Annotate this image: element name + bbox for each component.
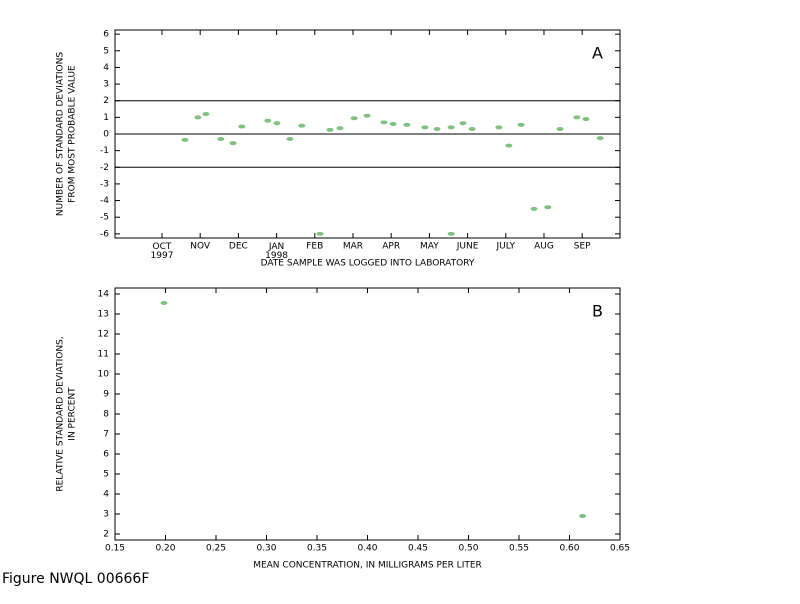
- x-tick-label: 0.20: [155, 544, 175, 554]
- point: [389, 122, 397, 127]
- point: [530, 206, 538, 211]
- y-tick-label: -1: [100, 146, 109, 156]
- point: [238, 124, 246, 129]
- point: [505, 143, 513, 148]
- y-tick-label: -5: [100, 213, 109, 223]
- footer: Figure NWQL 00666F: [2, 571, 149, 587]
- y-tick-label: 9: [103, 390, 109, 400]
- y-tick-label: 7: [103, 430, 109, 440]
- x-tick-label: DEC: [229, 242, 248, 252]
- y-axis-label: NUMBER OF STANDARD DEVIATIONS: [56, 52, 66, 216]
- x-tick-label: 0.35: [307, 544, 327, 554]
- point: [495, 125, 503, 130]
- y-tick-label: 5: [103, 46, 109, 56]
- panel-label: A: [592, 44, 603, 63]
- y-tick-label: 4: [103, 490, 109, 500]
- point: [556, 127, 564, 132]
- point: [350, 116, 358, 121]
- y-tick-label: -2: [100, 163, 109, 173]
- y-tick-label: 13: [98, 310, 109, 320]
- x-axis-label: DATE SAMPLE WAS LOGGED INTO LABORATORY: [261, 259, 475, 269]
- x-tick-label: AUG: [534, 242, 554, 252]
- point: [433, 127, 441, 132]
- y-tick-label: 2: [103, 530, 109, 540]
- point: [229, 141, 237, 146]
- point: [421, 125, 429, 130]
- x-tick-label: 0.30: [256, 544, 276, 554]
- point: [326, 127, 334, 132]
- point: [380, 120, 388, 125]
- x-tick-label: FEB: [306, 242, 323, 252]
- y-tick-label: 11: [98, 350, 109, 360]
- x-tick-label: OCT 1997: [151, 242, 174, 261]
- y-tick-label: 3: [103, 80, 109, 90]
- y-tick-label: 8: [103, 410, 109, 420]
- point: [596, 136, 604, 141]
- point: [298, 123, 306, 128]
- y-axis-label: RELATIVE STANDARD DEVIATIONS,: [56, 336, 66, 491]
- y-tick-label: -3: [100, 179, 109, 189]
- y-tick-label: 2: [103, 96, 109, 106]
- plot-frame: [114, 287, 621, 541]
- x-tick-label: MAR: [343, 242, 363, 252]
- x-tick-label: 0.65: [610, 544, 630, 554]
- y-tick-label: 5: [103, 470, 109, 480]
- point: [468, 127, 476, 132]
- y-tick-label: 12: [98, 330, 109, 340]
- point: [194, 115, 202, 120]
- point: [160, 301, 168, 305]
- x-tick-label: 0.60: [559, 544, 579, 554]
- x-tick-label: 0.55: [509, 544, 529, 554]
- x-axis-label: MEAN CONCENTRATION, IN MILLIGRAMS PER LI…: [253, 561, 482, 571]
- y-tick-label: 3: [103, 510, 109, 520]
- point: [363, 113, 371, 118]
- point: [544, 205, 552, 210]
- y-tick-label: 6: [103, 30, 109, 40]
- y-tick-label: -6: [100, 229, 109, 239]
- point: [517, 122, 525, 127]
- y-tick-label: 0: [103, 130, 109, 140]
- y-tick-label: 1: [103, 113, 109, 123]
- point: [273, 121, 281, 126]
- y-axis-label: FROM MOST PROBABLE VALUE: [68, 65, 78, 203]
- y-tick-label: 14: [98, 290, 110, 300]
- point: [336, 126, 344, 131]
- x-tick-label: JAN 1998: [265, 242, 288, 261]
- point: [447, 231, 455, 236]
- x-tick-label: MAY: [420, 242, 439, 252]
- x-tick-label: 0.40: [357, 544, 377, 554]
- x-tick-label: SEP: [574, 242, 591, 252]
- point: [286, 136, 294, 141]
- point: [459, 121, 467, 126]
- point: [582, 117, 590, 122]
- point: [202, 112, 210, 117]
- x-tick-label: JUNE: [456, 242, 479, 252]
- y-tick-label: 4: [103, 63, 109, 73]
- x-tick-label: 0.25: [206, 544, 226, 554]
- point: [264, 118, 272, 123]
- y-axis-label: IN PERCENT: [68, 387, 78, 441]
- y-tick-label: 10: [98, 370, 110, 380]
- point: [316, 231, 324, 236]
- panel-label: B: [592, 302, 603, 321]
- point: [447, 125, 455, 130]
- point: [181, 137, 189, 142]
- x-tick-label: JULY: [496, 242, 516, 252]
- point: [403, 122, 411, 127]
- x-tick-label: 0.45: [408, 544, 428, 554]
- x-tick-label: APR: [382, 242, 400, 252]
- x-tick-label: NOV: [190, 242, 211, 252]
- x-tick-label: 0.15: [105, 544, 125, 554]
- point: [579, 514, 587, 518]
- y-tick-label: -4: [100, 196, 109, 206]
- y-tick-label: 6: [103, 450, 109, 460]
- x-tick-label: 0.50: [458, 544, 478, 554]
- point: [217, 136, 225, 141]
- point: [573, 115, 581, 120]
